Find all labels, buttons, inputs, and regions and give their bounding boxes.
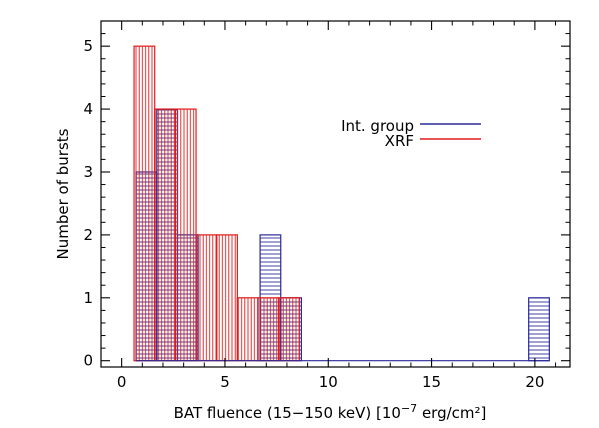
legend-label-int-group: Int. group [341,117,414,135]
x-tick-label: 15 [422,373,441,391]
bar-xrf-7 [278,297,300,362]
bar-int-group-5 [528,297,550,362]
y-tick-label: 0 [83,352,93,370]
plot-frame [100,20,571,368]
bar-xrf-2 [174,108,197,362]
y-tick-label: 3 [83,163,93,181]
x-tick-label: 10 [319,373,338,391]
y-tick-label: 5 [83,37,93,55]
y-tick-label: 1 [83,289,93,307]
x-tick-label: 20 [525,373,544,391]
x-tick-label: 5 [220,373,230,391]
y-tick-label: 4 [83,100,93,118]
bar-xrf-3 [195,234,218,362]
bar-xrf-1 [154,108,176,362]
legend: Int. group XRF [341,117,481,150]
legend-label-xrf: XRF [385,132,414,150]
bars-layer [133,45,550,362]
axis-ticks: 0 5 10 15 20 0 1 2 3 4 5 [83,21,570,391]
bar-xrf-5 [236,297,259,362]
bar-xrf-4 [216,234,238,362]
bar-xrf-6 [257,297,280,362]
bar-xrf-0 [133,45,156,362]
x-tick-label: 0 [117,373,127,391]
series-1 [133,45,300,362]
y-axis-title: Number of bursts [54,128,72,259]
x-axis-title: BAT fluence (15−150 keV) [10−7 erg/cm²] [174,402,487,422]
y-tick-label: 2 [83,226,93,244]
